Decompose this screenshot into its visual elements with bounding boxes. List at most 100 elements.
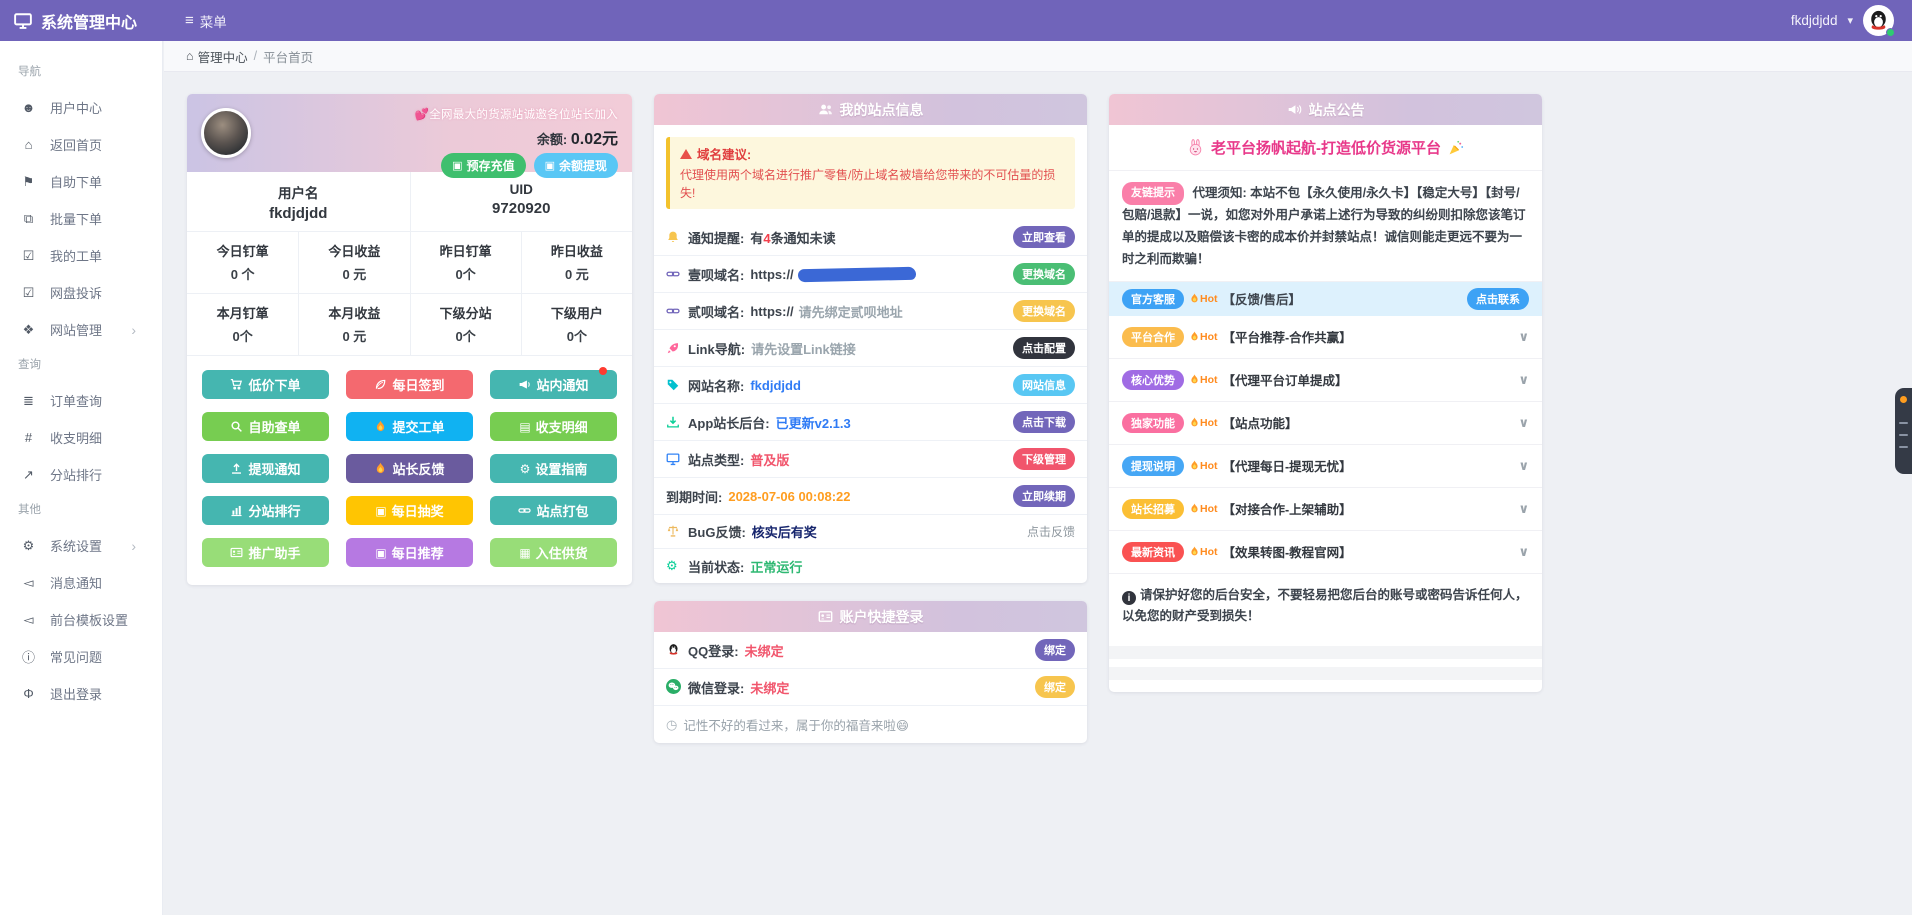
chevron-right-icon: › <box>131 537 136 554</box>
feedback-link[interactable]: 点击反馈 <box>1026 525 1075 539</box>
hash-icon: # <box>24 430 33 445</box>
view-now-badge[interactable]: 立即查看 <box>1013 226 1075 248</box>
chevron-right-icon: › <box>131 321 136 338</box>
bind-qq-badge[interactable]: 绑定 <box>1035 639 1075 661</box>
download-badge[interactable]: 点击下载 <box>1013 411 1075 433</box>
bind-wechat-badge[interactable]: 绑定 <box>1035 676 1075 698</box>
info-row-domain2: 贰呗域名: https:// 请先绑定贰呗地址 更换域名 <box>654 293 1087 330</box>
avatar[interactable] <box>1863 5 1895 37</box>
qq-login-row: QQ登录: 未绑定 绑定 <box>654 632 1087 669</box>
recharge-icon: ▣ <box>452 160 463 172</box>
link-icon <box>666 304 680 318</box>
stat-uid: UID 9720920 <box>409 172 632 232</box>
sub-manage-badge[interactable]: 下级管理 <box>1013 448 1075 470</box>
action-income-detail[interactable]: ▤ 收支明细 <box>490 412 617 441</box>
change-domain-badge[interactable]: 更换域名 <box>1013 300 1075 322</box>
id-card-icon <box>818 609 833 624</box>
acc-exclusive-features[interactable]: 独家功能 Hot 【站点功能】 ∨ <box>1109 402 1542 445</box>
cart-icon <box>230 378 243 391</box>
megaphone-icon: ◅ <box>23 574 34 590</box>
site-info-badge[interactable]: 网站信息 <box>1013 374 1075 396</box>
promo-text: 💕全网最大的货源站诚邀各位站长加入 <box>414 109 618 121</box>
sidebar: 导航 ☻ 用户中心 ⌂ 返回首页 ⚑ 自助下单 ⧉ 批量下单 ☑ 我的工单 ☑ 网盘投诉 ❖… <box>0 41 163 915</box>
menu-label: 菜单 <box>199 14 227 30</box>
acc-latest-news[interactable]: 最新资讯 Hot 【效果转图-教程官网】 ∨ <box>1109 531 1542 574</box>
acc-core-advantage[interactable]: 核心优势 Hot 【代理平台订单提成】 ∨ <box>1109 359 1542 402</box>
change-domain-badge[interactable]: 更换域名 <box>1013 263 1075 285</box>
sidebar-item-my-tickets[interactable]: ☑ 我的工单 <box>0 237 162 274</box>
action-supplier-join[interactable]: ▦ 入住供货 <box>490 538 617 567</box>
recharge-button[interactable]: ▣ 预存充值 <box>441 153 526 178</box>
order-query-icon: ≣ <box>23 392 34 408</box>
link-icon <box>518 504 531 517</box>
sidebar-item-self-order[interactable]: ⚑ 自助下单 <box>0 163 162 200</box>
action-daily-checkin[interactable]: 每日签到 <box>346 370 473 399</box>
sidebar-item-logout[interactable]: Φ 退出登录 <box>0 675 162 712</box>
nav-username[interactable]: fkdjdjdd <box>1790 13 1838 28</box>
sidebar-item-user-center[interactable]: ☻ 用户中心 <box>21 100 103 116</box>
flame-icon <box>374 420 387 433</box>
balance-value: 0.02元 <box>570 131 618 148</box>
breadcrumb-home[interactable]: ⌂ 管理中心 <box>186 49 248 65</box>
flame-icon <box>374 462 387 475</box>
action-setup-guide[interactable]: ⚙ 设置指南 <box>490 454 617 483</box>
status-dot <box>1900 396 1907 403</box>
site-info-card: 我的站点信息 域名建议: 代理使用两个域名进行推广零售/防止域名被墙给您带来的不… <box>654 94 1087 583</box>
service-tag: 官方客服 <box>1122 288 1184 309</box>
gear-icon: ⚙ <box>519 461 531 476</box>
action-promo-helper[interactable]: 推广助手 <box>202 538 329 567</box>
withdraw-button[interactable]: ▣ 余额提现 <box>533 153 618 178</box>
sidebar-item-ledger[interactable]: # 收支明细 <box>0 419 162 456</box>
user-avatar[interactable] <box>201 108 251 158</box>
search-icon <box>230 420 243 433</box>
action-site-package[interactable]: 站点打包 <box>490 496 617 525</box>
sidebar-item-order-query[interactable]: ≣ 订单查询 <box>0 382 162 419</box>
acc-owner-recruit[interactable]: 站长招募 Hot 【对接合作-上架辅助】 ∨ <box>1109 488 1542 531</box>
menu-toggle[interactable]: ≡ 菜单 <box>185 11 227 31</box>
action-owner-feedback[interactable]: 站长反馈 <box>346 454 473 483</box>
sidebar-item-rank[interactable]: ↗ 分站排行 <box>0 456 162 493</box>
action-low-price-order[interactable]: 低价下单 <box>202 370 329 399</box>
action-site-notice[interactable]: 站内通知 <box>490 367 617 399</box>
quick-actions-grid: 低价下单 每日签到 站内通知 自助查单 提交工单 ▤ 收支明细 提现通知 站长反馈… <box>187 356 632 585</box>
friend-link-tag: 友链提示 <box>1122 182 1184 206</box>
online-status-dot <box>1886 28 1895 37</box>
tag-icon <box>666 378 680 392</box>
empty-list-row <box>1109 667 1542 681</box>
acc-withdraw-info[interactable]: 提现说明 Hot 【代理每日-提现无忧】 ∨ <box>1109 445 1542 488</box>
action-daily-lottery[interactable]: ▣ 每日抽奖 <box>346 496 473 525</box>
configure-badge[interactable]: 点击配置 <box>1013 337 1075 359</box>
sidebar-item-batch-order[interactable]: ⧉ 批量下单 <box>0 200 162 237</box>
top-navbar: 系统管理中心 ≡ 菜单 fkdjdjdd ▾ <box>0 0 1912 41</box>
info-row-expire: 到期时间: 2028-07-06 00:08:22 立即续期 <box>654 478 1087 515</box>
info-icon: i <box>1122 591 1136 606</box>
sidebar-item-disk-complaint[interactable]: ☑ 网盘投诉 <box>0 274 162 311</box>
app-brand[interactable]: 系统管理中心 <box>0 9 163 33</box>
floating-sidebar-toggle[interactable] <box>1895 388 1912 474</box>
gear-icon: ⚙ <box>22 537 35 553</box>
home-icon: ⌂ <box>186 49 194 63</box>
action-withdraw-notice[interactable]: 提现通知 <box>202 454 329 483</box>
sidebar-item-home[interactable]: ⌂ 返回首页 <box>0 126 162 163</box>
contact-badge[interactable]: 点击联系 <box>1467 287 1529 310</box>
sidebar-item-faq[interactable]: ⓘ 常见问题 <box>0 638 162 675</box>
desktop-icon <box>666 452 680 466</box>
flame-icon <box>1189 374 1200 385</box>
id-card-icon <box>230 546 243 559</box>
shield-icon: ▣ <box>375 545 387 560</box>
domain-alert: 域名建议: 代理使用两个域名进行推广零售/防止域名被墙给您带来的不可估量的损失! <box>666 137 1075 209</box>
action-submit-ticket[interactable]: 提交工单 <box>346 412 473 441</box>
sidebar-item-notifications[interactable]: ◅ 消息通知 <box>0 564 162 601</box>
sidebar-item-template-settings[interactable]: ◅ 前台模板设置 <box>0 601 162 638</box>
sidebar-item-site-manage[interactable]: ❖ 网站管理 › <box>0 311 162 348</box>
action-substation-rank[interactable]: 分站排行 <box>202 496 329 525</box>
acc-platform-coop[interactable]: 平台合作 Hot 【平台推荐-合作共赢】 ∨ <box>1109 316 1542 359</box>
action-self-query[interactable]: 自助查单 <box>202 412 329 441</box>
info-row-app: App站长后台: 已更新v2.1.3 点击下载 <box>654 404 1087 441</box>
renew-badge[interactable]: 立即续期 <box>1013 485 1075 507</box>
flame-icon <box>1189 546 1200 557</box>
action-daily-recommend[interactable]: ▣ 每日推荐 <box>346 538 473 567</box>
stat-cell: 昨日钉箪 0个 <box>409 232 521 294</box>
sidebar-section-nav: 导航 <box>18 66 41 78</box>
sidebar-item-settings[interactable]: ⚙ 系统设置 › <box>0 527 162 564</box>
